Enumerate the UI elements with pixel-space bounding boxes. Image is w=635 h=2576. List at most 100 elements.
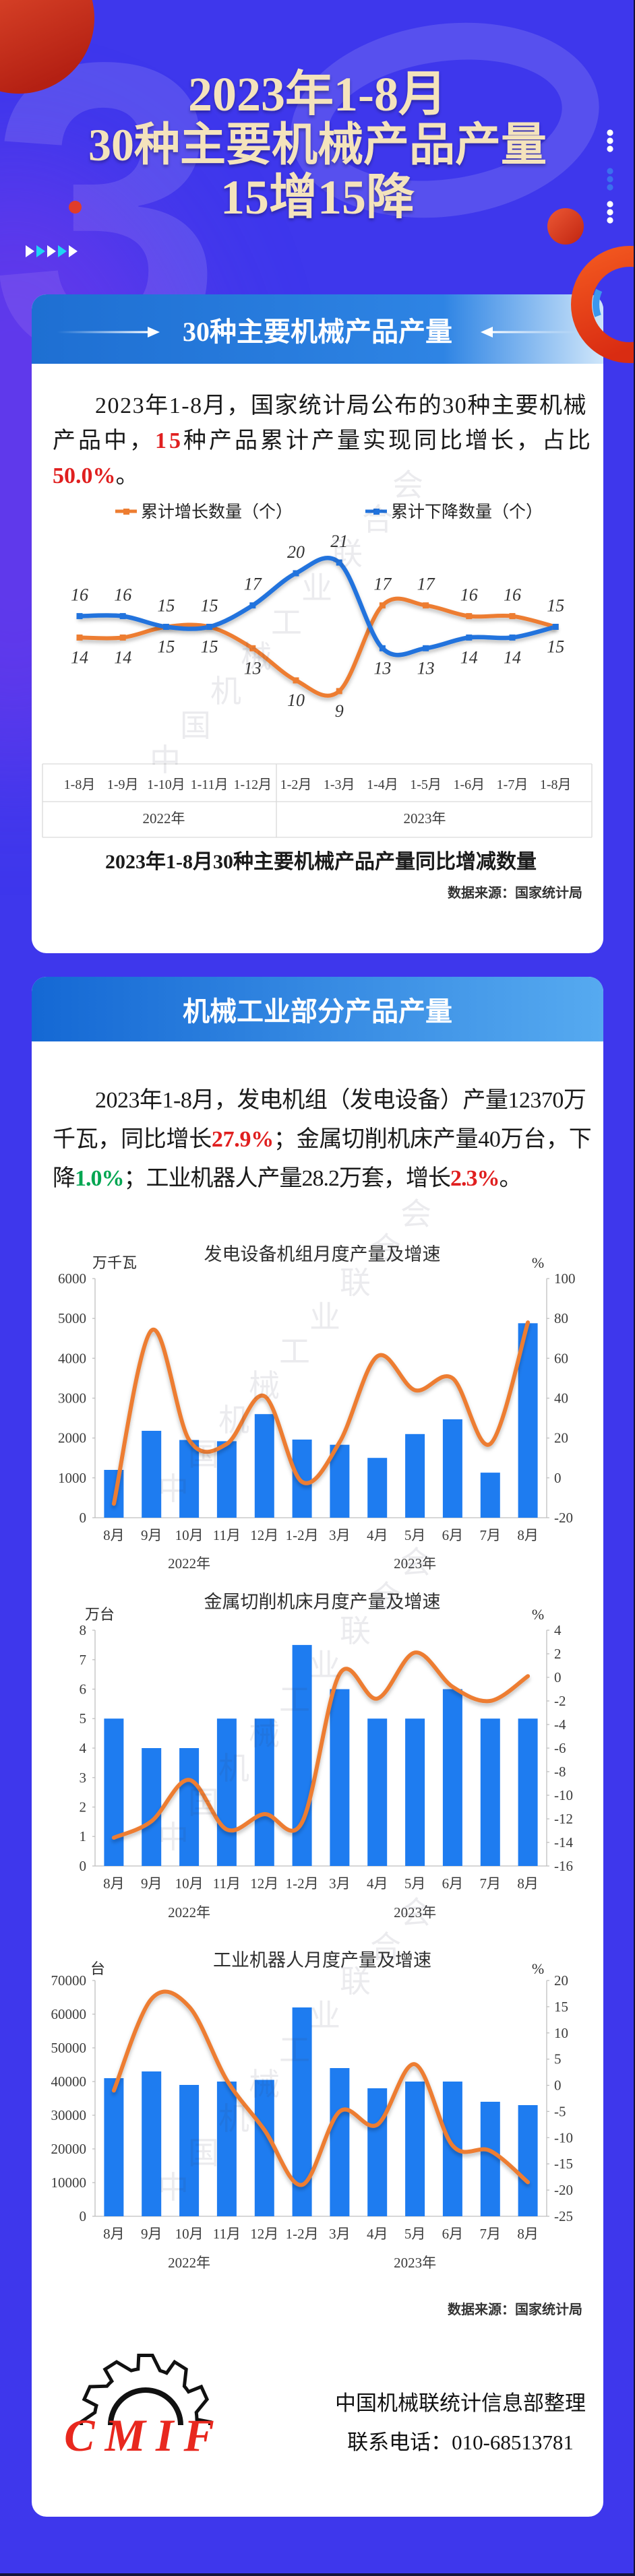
- svg-text:2023年: 2023年: [394, 1555, 436, 1572]
- svg-text:10: 10: [554, 2025, 568, 2041]
- svg-text:20: 20: [287, 542, 305, 562]
- svg-text:-10: -10: [554, 2129, 573, 2146]
- svg-text:14: 14: [504, 647, 521, 667]
- svg-text:9: 9: [335, 701, 344, 721]
- svg-text:40: 40: [554, 1390, 568, 1407]
- svg-text:15: 15: [547, 637, 564, 657]
- svg-text:4月: 4月: [367, 1527, 388, 1543]
- svg-text:台: 台: [90, 1960, 105, 1977]
- svg-text:70000: 70000: [51, 1972, 87, 1989]
- svg-text:0: 0: [554, 1470, 562, 1486]
- svg-text:-12: -12: [554, 1811, 573, 1827]
- svg-text:13: 13: [417, 658, 435, 678]
- svg-text:40000: 40000: [51, 2073, 87, 2090]
- svg-text:0: 0: [80, 1510, 87, 1526]
- svg-text:13: 13: [373, 658, 391, 678]
- svg-text:10月: 10月: [175, 2226, 204, 2242]
- svg-text:16: 16: [460, 585, 478, 605]
- svg-text:2022年: 2022年: [168, 2255, 210, 2271]
- svg-text:中国机械联统计信息部整理: 中国机械联统计信息部整理: [335, 2391, 586, 2415]
- svg-text:2: 2: [80, 1799, 87, 1815]
- svg-text:3000: 3000: [58, 1390, 86, 1407]
- svg-text:1: 1: [80, 1828, 87, 1844]
- svg-text:3月: 3月: [329, 2226, 351, 2242]
- svg-text:5月: 5月: [404, 2226, 426, 2242]
- svg-text:15: 15: [201, 637, 218, 657]
- svg-text:5月: 5月: [404, 1875, 426, 1892]
- svg-text:9月: 9月: [141, 2226, 162, 2242]
- svg-text:1-11月: 1-11月: [191, 777, 229, 792]
- svg-text:8: 8: [80, 1622, 87, 1638]
- svg-text:金属切削机床月度产量及增速: 金属切削机床月度产量及增速: [204, 1592, 441, 1612]
- svg-text:0: 0: [80, 1858, 87, 1874]
- svg-text:-20: -20: [554, 1510, 573, 1526]
- svg-text:-15: -15: [554, 2156, 573, 2172]
- svg-text:6月: 6月: [442, 1875, 464, 1892]
- svg-text:1-9月: 1-9月: [107, 777, 139, 792]
- svg-text:14: 14: [460, 647, 478, 667]
- svg-text:11月: 11月: [213, 2226, 241, 2242]
- svg-text:数据来源：国家统计局: 数据来源：国家统计局: [448, 2301, 582, 2317]
- svg-text:8月: 8月: [517, 2226, 539, 2242]
- svg-text:9月: 9月: [141, 1527, 162, 1543]
- svg-text:1-2月: 1-2月: [280, 777, 312, 792]
- svg-text:15: 15: [157, 637, 175, 657]
- svg-text:17: 17: [417, 575, 435, 594]
- svg-text:2022年: 2022年: [168, 1904, 210, 1921]
- svg-text:2000: 2000: [58, 1430, 86, 1446]
- svg-text:1-8月: 1-8月: [540, 777, 572, 792]
- svg-text:1-3月: 1-3月: [324, 777, 355, 792]
- svg-text:2023年1-8月30种主要机械产品产量同比增减数量: 2023年1-8月30种主要机械产品产量同比增减数量: [105, 851, 537, 873]
- svg-text:60000: 60000: [51, 2006, 87, 2022]
- svg-text:%: %: [532, 1254, 544, 1271]
- svg-text:8月: 8月: [103, 1527, 125, 1543]
- svg-text:2: 2: [554, 1646, 562, 1662]
- svg-text:5月: 5月: [404, 1527, 426, 1543]
- svg-text:5: 5: [554, 2051, 562, 2067]
- svg-text:4000: 4000: [58, 1350, 86, 1366]
- svg-text:10000: 10000: [51, 2175, 87, 2191]
- svg-text:万千瓦: 万千瓦: [92, 1254, 137, 1271]
- svg-text:5: 5: [80, 1710, 87, 1727]
- svg-text:1-2月: 1-2月: [286, 1875, 319, 1892]
- svg-text:2022年: 2022年: [143, 810, 185, 827]
- svg-text:6月: 6月: [442, 2226, 464, 2242]
- svg-text:1-2月: 1-2月: [286, 2226, 319, 2242]
- svg-text:4: 4: [80, 1740, 87, 1756]
- svg-text:-8: -8: [554, 1764, 566, 1780]
- svg-text:12月: 12月: [250, 2226, 278, 2242]
- svg-text:2023年: 2023年: [404, 810, 446, 827]
- svg-text:3月: 3月: [329, 1875, 351, 1892]
- svg-text:4月: 4月: [367, 2226, 388, 2242]
- svg-text:15: 15: [157, 596, 175, 616]
- svg-text:6: 6: [80, 1681, 87, 1698]
- svg-text:5000: 5000: [58, 1310, 86, 1326]
- svg-text:0: 0: [554, 1669, 562, 1685]
- svg-text:累计下降数量（个）: 累计下降数量（个）: [391, 503, 543, 521]
- svg-text:20: 20: [554, 1972, 568, 1989]
- svg-text:数据来源：国家统计局: 数据来源：国家统计局: [448, 884, 582, 901]
- svg-text:4月: 4月: [367, 1875, 388, 1892]
- svg-text:12月: 12月: [250, 1527, 278, 1543]
- svg-text:16: 16: [504, 585, 521, 605]
- svg-text:%: %: [532, 1960, 544, 1977]
- svg-text:-2: -2: [554, 1693, 566, 1709]
- svg-text:2022年: 2022年: [168, 1555, 210, 1572]
- svg-text:-6: -6: [554, 1740, 566, 1756]
- svg-text:1-7月: 1-7月: [497, 777, 528, 792]
- svg-text:11月: 11月: [213, 1527, 241, 1543]
- svg-text:工业机器人月度产量及增速: 工业机器人月度产量及增速: [213, 1950, 431, 1970]
- svg-text:13: 13: [244, 658, 262, 678]
- svg-text:15: 15: [554, 1999, 568, 2015]
- svg-text:累计增长数量（个）: 累计增长数量（个）: [141, 503, 293, 521]
- svg-text:15: 15: [547, 596, 564, 616]
- svg-text:100: 100: [554, 1270, 576, 1287]
- svg-text:8月: 8月: [517, 1527, 539, 1543]
- svg-text:10月: 10月: [175, 1875, 204, 1892]
- svg-text:1-12月: 1-12月: [233, 777, 272, 792]
- svg-text:7月: 7月: [479, 2226, 501, 2242]
- svg-text:60: 60: [554, 1350, 568, 1366]
- svg-text:14: 14: [114, 647, 131, 667]
- svg-text:9月: 9月: [141, 1875, 162, 1892]
- svg-text:11月: 11月: [213, 1875, 241, 1892]
